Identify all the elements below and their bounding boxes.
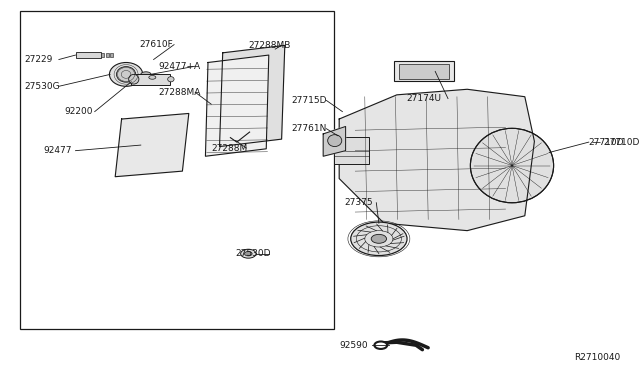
Text: 27761N: 27761N [291, 124, 326, 133]
Text: 27288M: 27288M [211, 144, 248, 153]
Text: R2710040: R2710040 [575, 353, 621, 362]
Ellipse shape [328, 135, 342, 147]
Bar [131, 74, 170, 85]
Bar [14, 7, 626, 337]
Circle shape [374, 341, 387, 349]
Text: 27288MB: 27288MB [248, 41, 291, 50]
Text: 27174U: 27174U [406, 94, 442, 103]
Ellipse shape [148, 76, 156, 79]
Polygon shape [205, 55, 269, 156]
Bar [394, 61, 454, 81]
Ellipse shape [351, 222, 407, 256]
Text: 27530G: 27530G [24, 82, 60, 91]
Text: 27710D: 27710D [589, 138, 624, 147]
Text: — 27710D: — 27710D [592, 138, 639, 147]
Ellipse shape [116, 67, 136, 82]
Polygon shape [115, 113, 189, 177]
Circle shape [241, 249, 256, 258]
Ellipse shape [109, 62, 143, 86]
Polygon shape [220, 45, 285, 147]
Text: 27715D: 27715D [291, 96, 326, 105]
Circle shape [371, 234, 387, 243]
Bar [110, 53, 113, 57]
Text: 92477+A: 92477+A [159, 62, 201, 71]
Ellipse shape [141, 72, 151, 77]
Polygon shape [339, 89, 534, 231]
Text: 27530D: 27530D [236, 249, 271, 258]
Text: 27610F: 27610F [140, 40, 173, 49]
Bar [20, 11, 334, 329]
Bar [399, 64, 449, 79]
Ellipse shape [129, 74, 139, 84]
Polygon shape [323, 126, 346, 156]
Ellipse shape [470, 128, 554, 203]
Bar [101, 53, 104, 57]
Ellipse shape [168, 77, 174, 82]
Text: 92590: 92590 [339, 341, 368, 350]
Text: 92200: 92200 [64, 107, 93, 116]
Text: 27229: 27229 [24, 55, 52, 64]
Bar [334, 137, 369, 164]
Circle shape [244, 251, 252, 256]
Text: 92477: 92477 [44, 146, 72, 155]
Bar [76, 52, 101, 58]
Text: 27288MA: 27288MA [159, 88, 201, 97]
Text: 27375: 27375 [344, 198, 373, 207]
Bar [106, 53, 109, 57]
